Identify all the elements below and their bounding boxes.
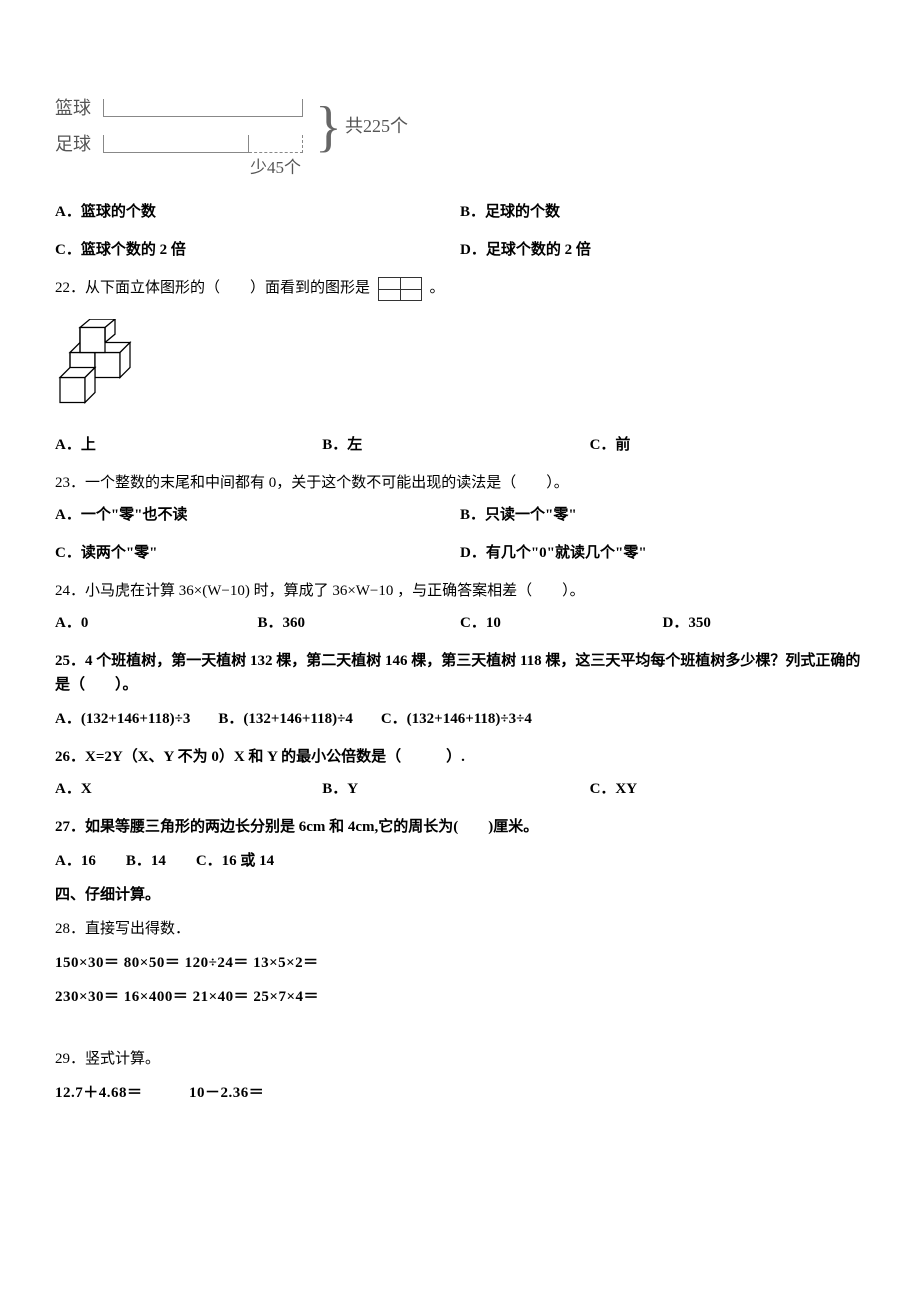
q22-pre: 22．从下面立体图形的（: [55, 280, 220, 296]
q26-opt-a: A．X: [55, 777, 322, 801]
q23-options-row1: A．一个"零"也不读 B．只读一个"零": [55, 503, 865, 527]
diagram-bar-football: [103, 135, 249, 153]
q22-tail: 。: [430, 280, 445, 296]
q27-text: 27．如果等腰三角形的两边长分别是 6cm 和 4cm,它的周长为( )厘米。: [55, 815, 865, 839]
q25-opt-a: A．(132+146+118)÷3: [55, 707, 190, 731]
q21-opt-d: D．足球个数的 2 倍: [460, 238, 865, 262]
q23-opt-c: C．读两个"零": [55, 541, 460, 565]
q22-options: A．上 B．左 C．前: [55, 433, 865, 457]
q22-opt-b: B．左: [322, 433, 589, 457]
q23-opt-b: B．只读一个"零": [460, 503, 865, 527]
q23-opt-a: A．一个"零"也不读: [55, 503, 460, 527]
grid-2x2-icon: [378, 277, 422, 301]
q25-options: A．(132+146+118)÷3 B．(132+146+118)÷4 C．(1…: [55, 707, 865, 731]
bar-diagram: 篮球 足球 } 共225个 少45个: [55, 90, 505, 180]
cube-figure: [55, 319, 165, 419]
q21-opt-a: A．篮球的个数: [55, 200, 460, 224]
q21-opt-c: C．篮球个数的 2 倍: [55, 238, 460, 262]
spacer: [55, 1019, 865, 1037]
q24-opt-c: C．10: [460, 611, 663, 635]
q22-blank: [220, 280, 250, 296]
q24-opt-a: A．0: [55, 611, 258, 635]
q24-text: 24．小马虎在计算 36×(W−10) 时，算成了 36×W−10 ，与正确答案…: [55, 579, 865, 603]
q23-opt-d: D．有几个"0"就读几个"零": [460, 541, 865, 565]
diagram-bar-basketball: [103, 99, 303, 117]
q21-options-row2: C．篮球个数的 2 倍 D．足球个数的 2 倍: [55, 238, 865, 262]
q22-text: 22．从下面立体图形的（ ）面看到的图形是 。: [55, 276, 865, 301]
diagram-label-football: 足球: [55, 130, 101, 159]
q21-options-row1: A．篮球的个数 B．足球的个数: [55, 200, 865, 224]
diagram-row-basketball: 篮球: [55, 90, 505, 126]
q25-text: 25．4 个班植树，第一天植树 132 棵，第二天植树 146 棵，第三天植树 …: [55, 649, 865, 697]
q29-text: 29．竖式计算。: [55, 1047, 865, 1071]
q26-text: 26．X=2Y（X、Y 不为 0）X 和 Y 的最小公倍数是（ ）.: [55, 745, 865, 769]
q24-opt-d: D．350: [663, 611, 866, 635]
q25-opt-b: B．(132+146+118)÷4: [218, 707, 353, 731]
q23-options-row2: C．读两个"零" D．有几个"0"就读几个"零": [55, 541, 865, 565]
q22-opt-a: A．上: [55, 433, 322, 457]
section-4-title: 四、仔细计算。: [55, 883, 865, 907]
q23-text: 23．一个整数的末尾和中间都有 0，关于这个数不可能出现的读法是（ ）。: [55, 471, 865, 495]
diagram-label-basketball: 篮球: [55, 94, 101, 123]
diagram-bar-dash: [249, 135, 303, 153]
q28-row1: 150×30＝ 80×50＝ 120÷24＝ 13×5×2＝: [55, 951, 865, 975]
q21-opt-b: B．足球的个数: [460, 200, 865, 224]
q24-opt-b: B．360: [258, 611, 461, 635]
diagram-total-label: 共225个: [345, 112, 408, 141]
q26-opt-b: B．Y: [322, 777, 589, 801]
q24-options: A．0 B．360 C．10 D．350: [55, 611, 865, 635]
q22-post: ）面看到的图形是: [250, 280, 370, 296]
q22-opt-c: C．前: [590, 433, 857, 457]
q27-options: A．16 B．14 C．16 或 14: [55, 849, 865, 873]
q28-text: 28．直接写出得数．: [55, 917, 865, 941]
q25-opt-c: C．(132+146+118)÷3÷4: [381, 707, 532, 731]
q26-options: A．X B．Y C．XY: [55, 777, 865, 801]
q29-row: 12.7＋4.68＝ 10－2.36＝: [55, 1081, 865, 1105]
q26-opt-c: C．XY: [590, 777, 857, 801]
diagram-less-label: 少45个: [250, 154, 301, 181]
brace-icon: }: [315, 92, 342, 162]
q28-row2: 230×30＝ 16×400＝ 21×40＝ 25×7×4＝: [55, 985, 865, 1009]
